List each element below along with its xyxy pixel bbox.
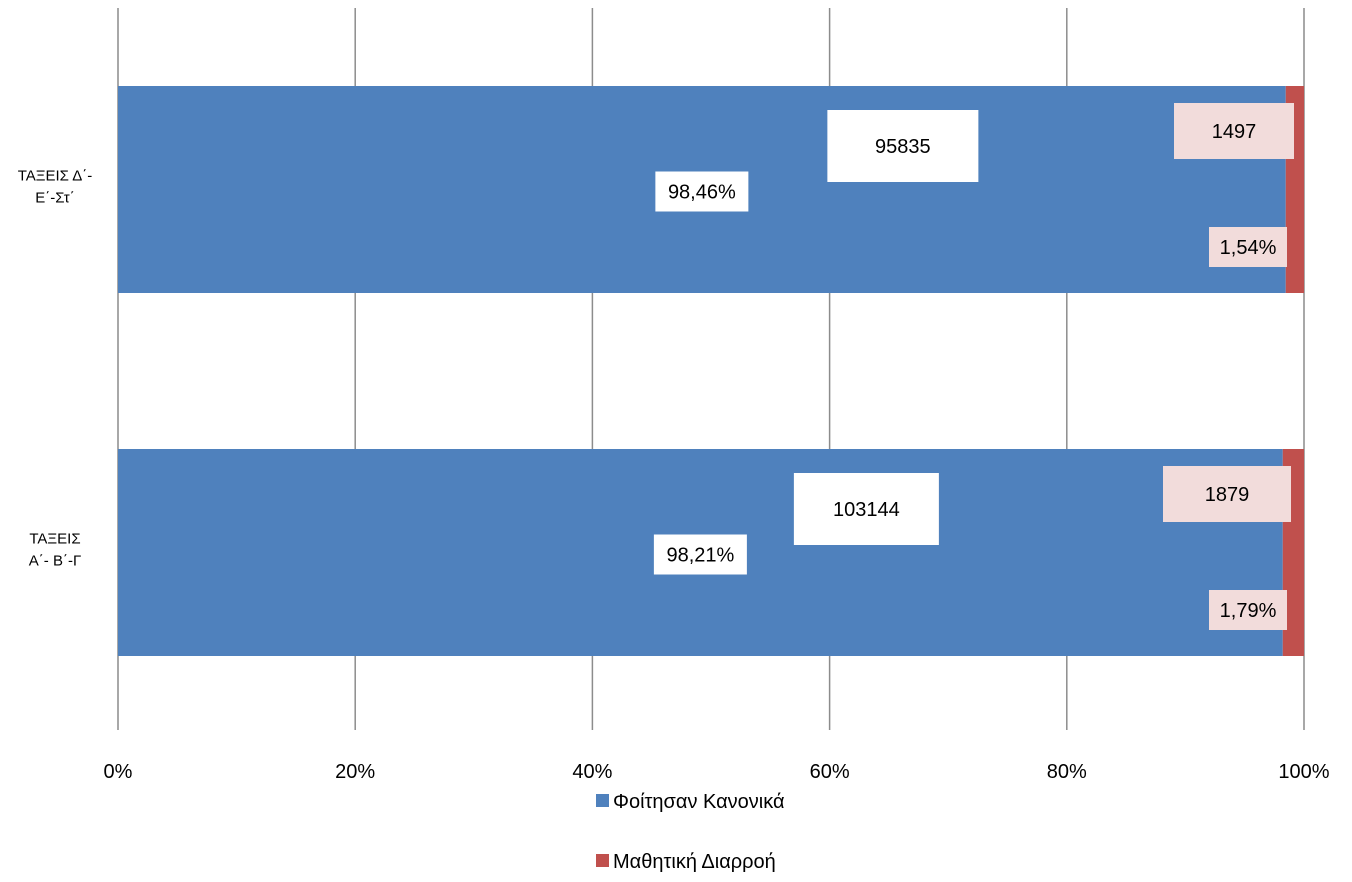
data-label-count: 1497 [1212,121,1257,143]
legend-swatch [596,854,609,867]
data-labels: 98,46% 95835 1497 1,54% 98,21% 103144 1879 1,79… [653,103,1294,630]
data-label-count: 1879 [1205,484,1250,506]
data-label-percent: 1,79% [1220,600,1277,622]
data-label-percent-box [653,534,747,575]
x-tick-label: 0% [104,761,133,783]
x-tick-label: 40% [572,761,612,783]
data-label-count: 95835 [875,136,931,158]
axes: 0% 20% 40% 60% 80% 100% ΤΑΞΕΙΣ Δ΄-Ε΄-Στ΄ ΤΑΞΕΙΣ… [18,168,1330,784]
data-label-count-box [1174,103,1294,159]
data-label-count: 103144 [833,499,900,521]
data-label-percent-box [1209,590,1287,630]
category-label: ΤΑΞΕΙΣ Δ΄-Ε΄-Στ΄ [18,168,93,207]
data-label-percent: 98,46% [668,182,736,204]
legend-entry: Μαθητική Διαρροή [613,851,776,873]
x-tick-label: 100% [1278,761,1329,783]
legend-entry: Φοίτησαν Κανονικά [613,791,785,813]
data-label-count-box [793,473,939,545]
data-label-percent-box [1209,227,1287,267]
legend-swatch [596,794,609,807]
category-label: ΤΑΞΕΙΣ Α΄- Β΄-Γ [29,531,81,570]
legend: Φοίτησαν Κανονικά Μαθητική Διαρροή [596,791,785,873]
data-label-percent: 1,54% [1220,237,1277,259]
data-label-count-box [827,110,979,182]
x-tick-label: 20% [335,761,375,783]
data-label-percent-box [655,171,749,212]
data-label-percent: 98,21% [666,545,734,567]
x-tick-label: 60% [810,761,850,783]
bars [118,86,1304,656]
x-tick-label: 80% [1047,761,1087,783]
data-label-count-box [1163,466,1291,522]
